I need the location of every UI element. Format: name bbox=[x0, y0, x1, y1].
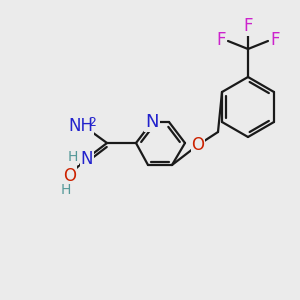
Text: H: H bbox=[68, 150, 78, 164]
Text: H: H bbox=[61, 183, 71, 197]
Text: O: O bbox=[191, 136, 205, 154]
Text: F: F bbox=[216, 31, 226, 49]
Text: 2: 2 bbox=[88, 116, 96, 128]
Text: N: N bbox=[81, 150, 93, 168]
Text: O: O bbox=[64, 167, 76, 185]
Text: NH: NH bbox=[68, 117, 94, 135]
Text: F: F bbox=[243, 17, 253, 35]
Text: F: F bbox=[270, 31, 280, 49]
Text: N: N bbox=[145, 113, 159, 131]
